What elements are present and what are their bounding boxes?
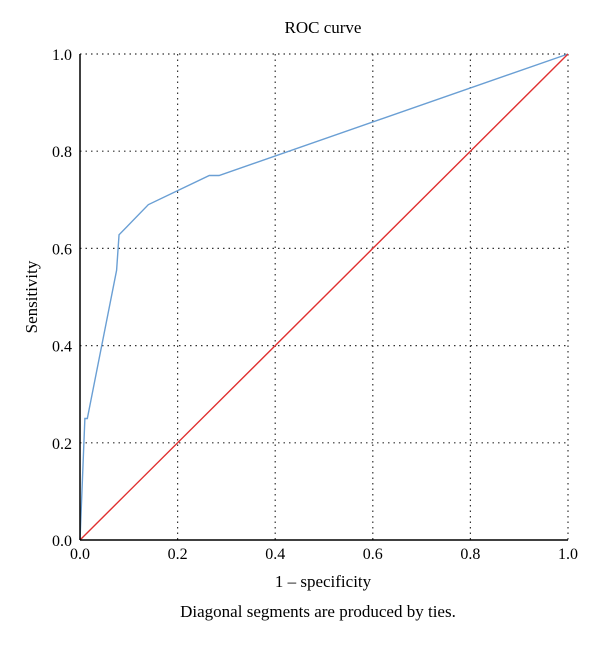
y-tick-label: 1.0 xyxy=(52,47,72,64)
x-axis-label: 1 – specificity xyxy=(275,572,372,591)
y-tick-label: 0.0 xyxy=(52,533,72,550)
x-tick-label: 0.4 xyxy=(265,546,285,563)
y-axis-label: Sensitivity xyxy=(22,260,41,333)
x-tick-label: 0.2 xyxy=(168,546,188,563)
chart-footnote: Diagonal segments are produced by ties. xyxy=(180,602,456,621)
reference-diagonal-line xyxy=(79,53,569,541)
x-axis-ticks: 0.0 0.2 0.4 0.6 0.8 1.0 xyxy=(70,546,578,563)
y-tick-label: 0.2 xyxy=(52,436,72,453)
chart-title: ROC curve xyxy=(285,18,362,37)
y-tick-label: 0.6 xyxy=(52,241,72,258)
roc-curve-line xyxy=(79,53,569,541)
x-tick-label: 0.8 xyxy=(460,546,480,563)
y-tick-label: 0.8 xyxy=(52,144,72,161)
y-tick-label: 0.4 xyxy=(52,339,72,356)
plot-area xyxy=(79,53,569,541)
x-tick-label: 0.0 xyxy=(70,546,90,563)
x-tick-label: 0.6 xyxy=(363,546,383,563)
y-axis-ticks: 0.0 0.2 0.4 0.6 0.8 1.0 xyxy=(52,47,72,550)
grid xyxy=(80,53,569,540)
x-tick-label: 1.0 xyxy=(558,546,578,563)
